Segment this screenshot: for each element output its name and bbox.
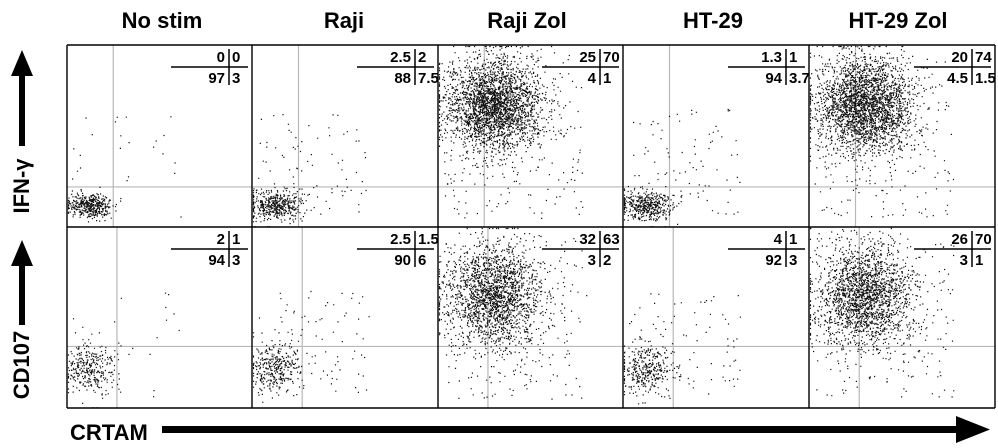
panel-ifn-raji: 2.5 2 88 7.5 <box>252 45 439 228</box>
quadrant-upper-right-value: 0 <box>232 49 240 66</box>
up-arrow-icon <box>11 50 33 76</box>
x-axis-label: CRTAM <box>70 420 148 445</box>
quadrant-upper-right-value: 70 <box>603 49 620 66</box>
quadrant-lower-left-value: 97 <box>208 70 225 87</box>
event-dots <box>809 45 958 218</box>
quadrant-lower-right-value: 1.5 <box>975 70 996 87</box>
quadrant-lower-right-value: 2 <box>603 252 611 269</box>
quadrant-upper-right-value: 1 <box>232 231 240 248</box>
event-dots <box>623 293 741 405</box>
quadrant-upper-left-value: 2 <box>217 231 225 248</box>
quadrant-lower-right-value: 1 <box>975 252 983 269</box>
panel-ifn-raji-zol: 25 70 4 1 <box>438 45 623 227</box>
quadrant-lower-left-value: 92 <box>765 252 782 269</box>
quadrant-upper-left-value: 4 <box>774 231 783 248</box>
event-dots <box>809 227 955 398</box>
column-title-ht-29: HT-29 <box>683 8 743 33</box>
quadrant-lower-right-value: 6 <box>418 252 426 269</box>
event-dots <box>438 45 584 220</box>
panel-cd107-ht-29: 4 1 92 3 <box>623 227 809 408</box>
event-dots <box>623 108 741 228</box>
panel-grid: 0 097 32.5 288 7.525 704 11.3 194 3.720 744.5 1.52… <box>66 44 996 409</box>
quadrant-upper-right-value: 63 <box>603 231 620 248</box>
quadrant-upper-left-value: 2.5 <box>390 231 411 248</box>
quadrant-upper-right-value: 1 <box>789 49 797 66</box>
panel-cd107-ht-29-zol: 26 70 3 1 <box>809 227 995 408</box>
quadrant-upper-right-value: 70 <box>975 231 992 248</box>
row-labels: IFN-γ CD107 <box>9 50 34 399</box>
quadrant-upper-right-value: 1 <box>789 231 797 248</box>
quadrant-lower-left-value: 3 <box>588 252 596 269</box>
x-axis-arrow-shaft <box>162 426 960 433</box>
quadrant-upper-right-value: 74 <box>975 49 992 66</box>
right-arrow-icon <box>956 416 990 443</box>
panel-cd107-raji-zol: 32 63 3 2 <box>438 227 623 408</box>
panel-borders <box>66 44 996 409</box>
quadrant-lower-left-value: 90 <box>394 252 411 269</box>
quadrant-lower-left-value: 4.5 <box>947 70 968 87</box>
event-dots <box>67 292 180 409</box>
quadrant-lower-right-value: 1 <box>603 70 611 87</box>
quadrant-lower-left-value: 94 <box>765 70 782 87</box>
quadrant-lower-right-value: 7.5 <box>418 70 439 87</box>
quadrant-lower-left-value: 94 <box>208 252 225 269</box>
row-label-ifn-group: IFN-γ <box>9 50 34 214</box>
x-axis: CRTAM <box>70 416 990 445</box>
event-dots <box>252 114 367 228</box>
quadrant-lower-right-value: 3 <box>232 252 240 269</box>
quadrant-upper-left-value: 0 <box>217 49 225 66</box>
panel-ifn-no-stim: 0 0 97 3 <box>67 45 252 227</box>
column-title-raji-zol: Raji Zol <box>487 8 566 33</box>
panel-cd107-no-stim: 2 1 94 3 <box>67 227 252 409</box>
quadrant-lower-left-value: 88 <box>394 70 411 87</box>
column-title-ht-29-zol: HT-29 Zol <box>848 8 947 33</box>
up-arrow-icon <box>11 240 33 266</box>
row-label-ifn: IFN-γ <box>9 158 34 214</box>
panel-cd107-raji: 2.5 1.5 90 6 <box>252 227 439 408</box>
quadrant-lower-right-value: 3.7 <box>789 70 810 87</box>
quadrant-lower-left-value: 4 <box>588 70 597 87</box>
quadrant-upper-left-value: 20 <box>951 49 968 66</box>
panel-ifn-ht-29: 1.3 1 94 3.7 <box>623 45 810 228</box>
event-dots <box>67 116 182 223</box>
quadrant-upper-right-value: 2 <box>418 49 426 66</box>
quadrant-upper-left-value: 2.5 <box>390 49 411 66</box>
quadrant-upper-left-value: 26 <box>951 231 968 248</box>
column-title-raji: Raji <box>324 8 364 33</box>
row-label-cd107: CD107 <box>9 331 34 399</box>
event-dots <box>438 227 588 400</box>
row-label-cd107-group: CD107 <box>9 240 34 399</box>
column-title-no-stim: No stim <box>122 8 203 33</box>
quadrant-upper-left-value: 25 <box>579 49 596 66</box>
quadrant-upper-left-value: 1.3 <box>761 49 782 66</box>
quadrant-lower-right-value: 3 <box>232 70 240 87</box>
column-titles: No stim Raji Raji Zol HT-29 HT-29 Zol <box>122 8 948 33</box>
row-arrow-shaft <box>19 75 25 146</box>
panel-ifn-ht-29-zol: 20 74 4.5 1.5 <box>809 45 996 227</box>
quadrant-upper-left-value: 32 <box>579 231 596 248</box>
row-arrow-shaft <box>19 265 25 325</box>
quadrant-lower-right-value: 3 <box>789 252 797 269</box>
quadrant-lower-left-value: 3 <box>960 252 968 269</box>
quadrant-upper-right-value: 1.5 <box>418 231 439 248</box>
